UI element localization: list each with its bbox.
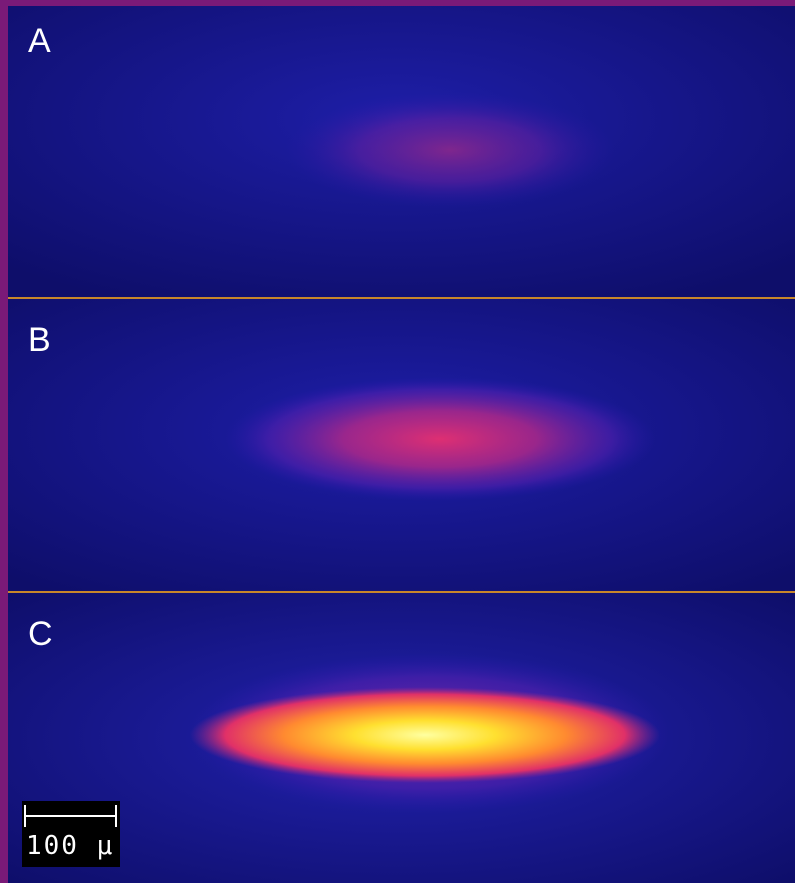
scale-bar: 100 μ xyxy=(22,801,120,867)
panel-label-c: C xyxy=(28,615,53,653)
panel-a-image xyxy=(0,0,795,298)
scale-bar-line xyxy=(25,815,116,817)
panel-a: A xyxy=(0,0,795,298)
atom-cloud-c xyxy=(190,687,660,783)
panel-b: B xyxy=(0,299,795,592)
panel-label-a: A xyxy=(28,22,51,60)
scale-bar-label: 100 μ xyxy=(26,831,115,861)
panel-c-image xyxy=(0,593,795,883)
panel-separator xyxy=(8,591,795,593)
scale-bar-tick xyxy=(115,805,117,827)
atom-cloud-b xyxy=(225,377,655,501)
panel-separator xyxy=(8,297,795,299)
panel-label-b: B xyxy=(28,321,51,359)
atom-cloud-a xyxy=(285,92,615,208)
panel-c: C xyxy=(0,593,795,883)
panel-b-image xyxy=(0,299,795,592)
